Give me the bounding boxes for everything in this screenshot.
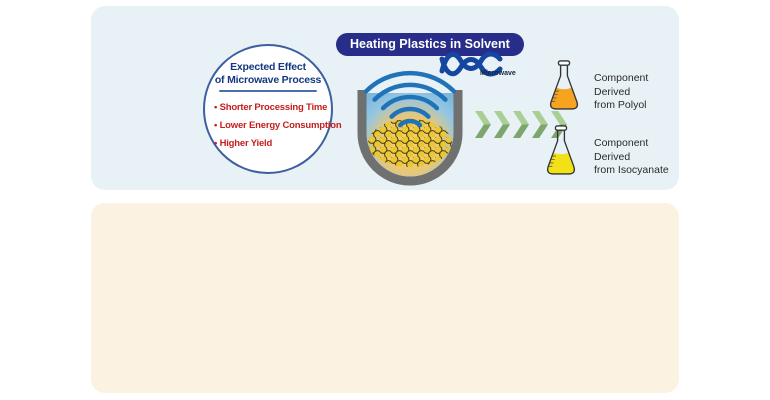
bullet-item: Lower Energy Consumption [214, 117, 342, 135]
microwave-effect-bubble: Expected Effect of Microwave Process Sho… [203, 44, 342, 174]
divider [219, 90, 317, 93]
microwave-wave-icon [439, 51, 503, 77]
process-arrow [475, 111, 567, 138]
isocyanate-flask-icon [544, 123, 578, 179]
microwave-source: Microwave [439, 47, 535, 85]
heating-plastics-pill: Heating Plastics in Solvent [336, 33, 524, 56]
flask-label: Component Derived from Isocyanate [594, 137, 669, 177]
chevron-icon [475, 111, 491, 138]
microwave-label: Microwave [480, 70, 516, 77]
bullet-item: Higher Yield [214, 135, 331, 153]
chevron-icon [513, 111, 529, 138]
bullet-list: Shorter Processing Time Lower Energy Con… [205, 99, 342, 153]
bubble-title: Expected Effect of Microwave Process [214, 61, 322, 86]
microwave-beaker-icon [357, 70, 463, 186]
flask-label: Component Derived from Polyol [594, 72, 649, 112]
polyol-flask-icon [547, 58, 581, 114]
microwave-arcs-icon [363, 70, 457, 128]
microwave-process-panel: Expected Effect of Microwave Process Sho… [91, 6, 679, 190]
bullet-item: Shorter Processing Time [214, 99, 331, 117]
conventional-process-panel: Conventional Process Longer Processing T… [91, 203, 679, 393]
chevron-icon [494, 111, 510, 138]
